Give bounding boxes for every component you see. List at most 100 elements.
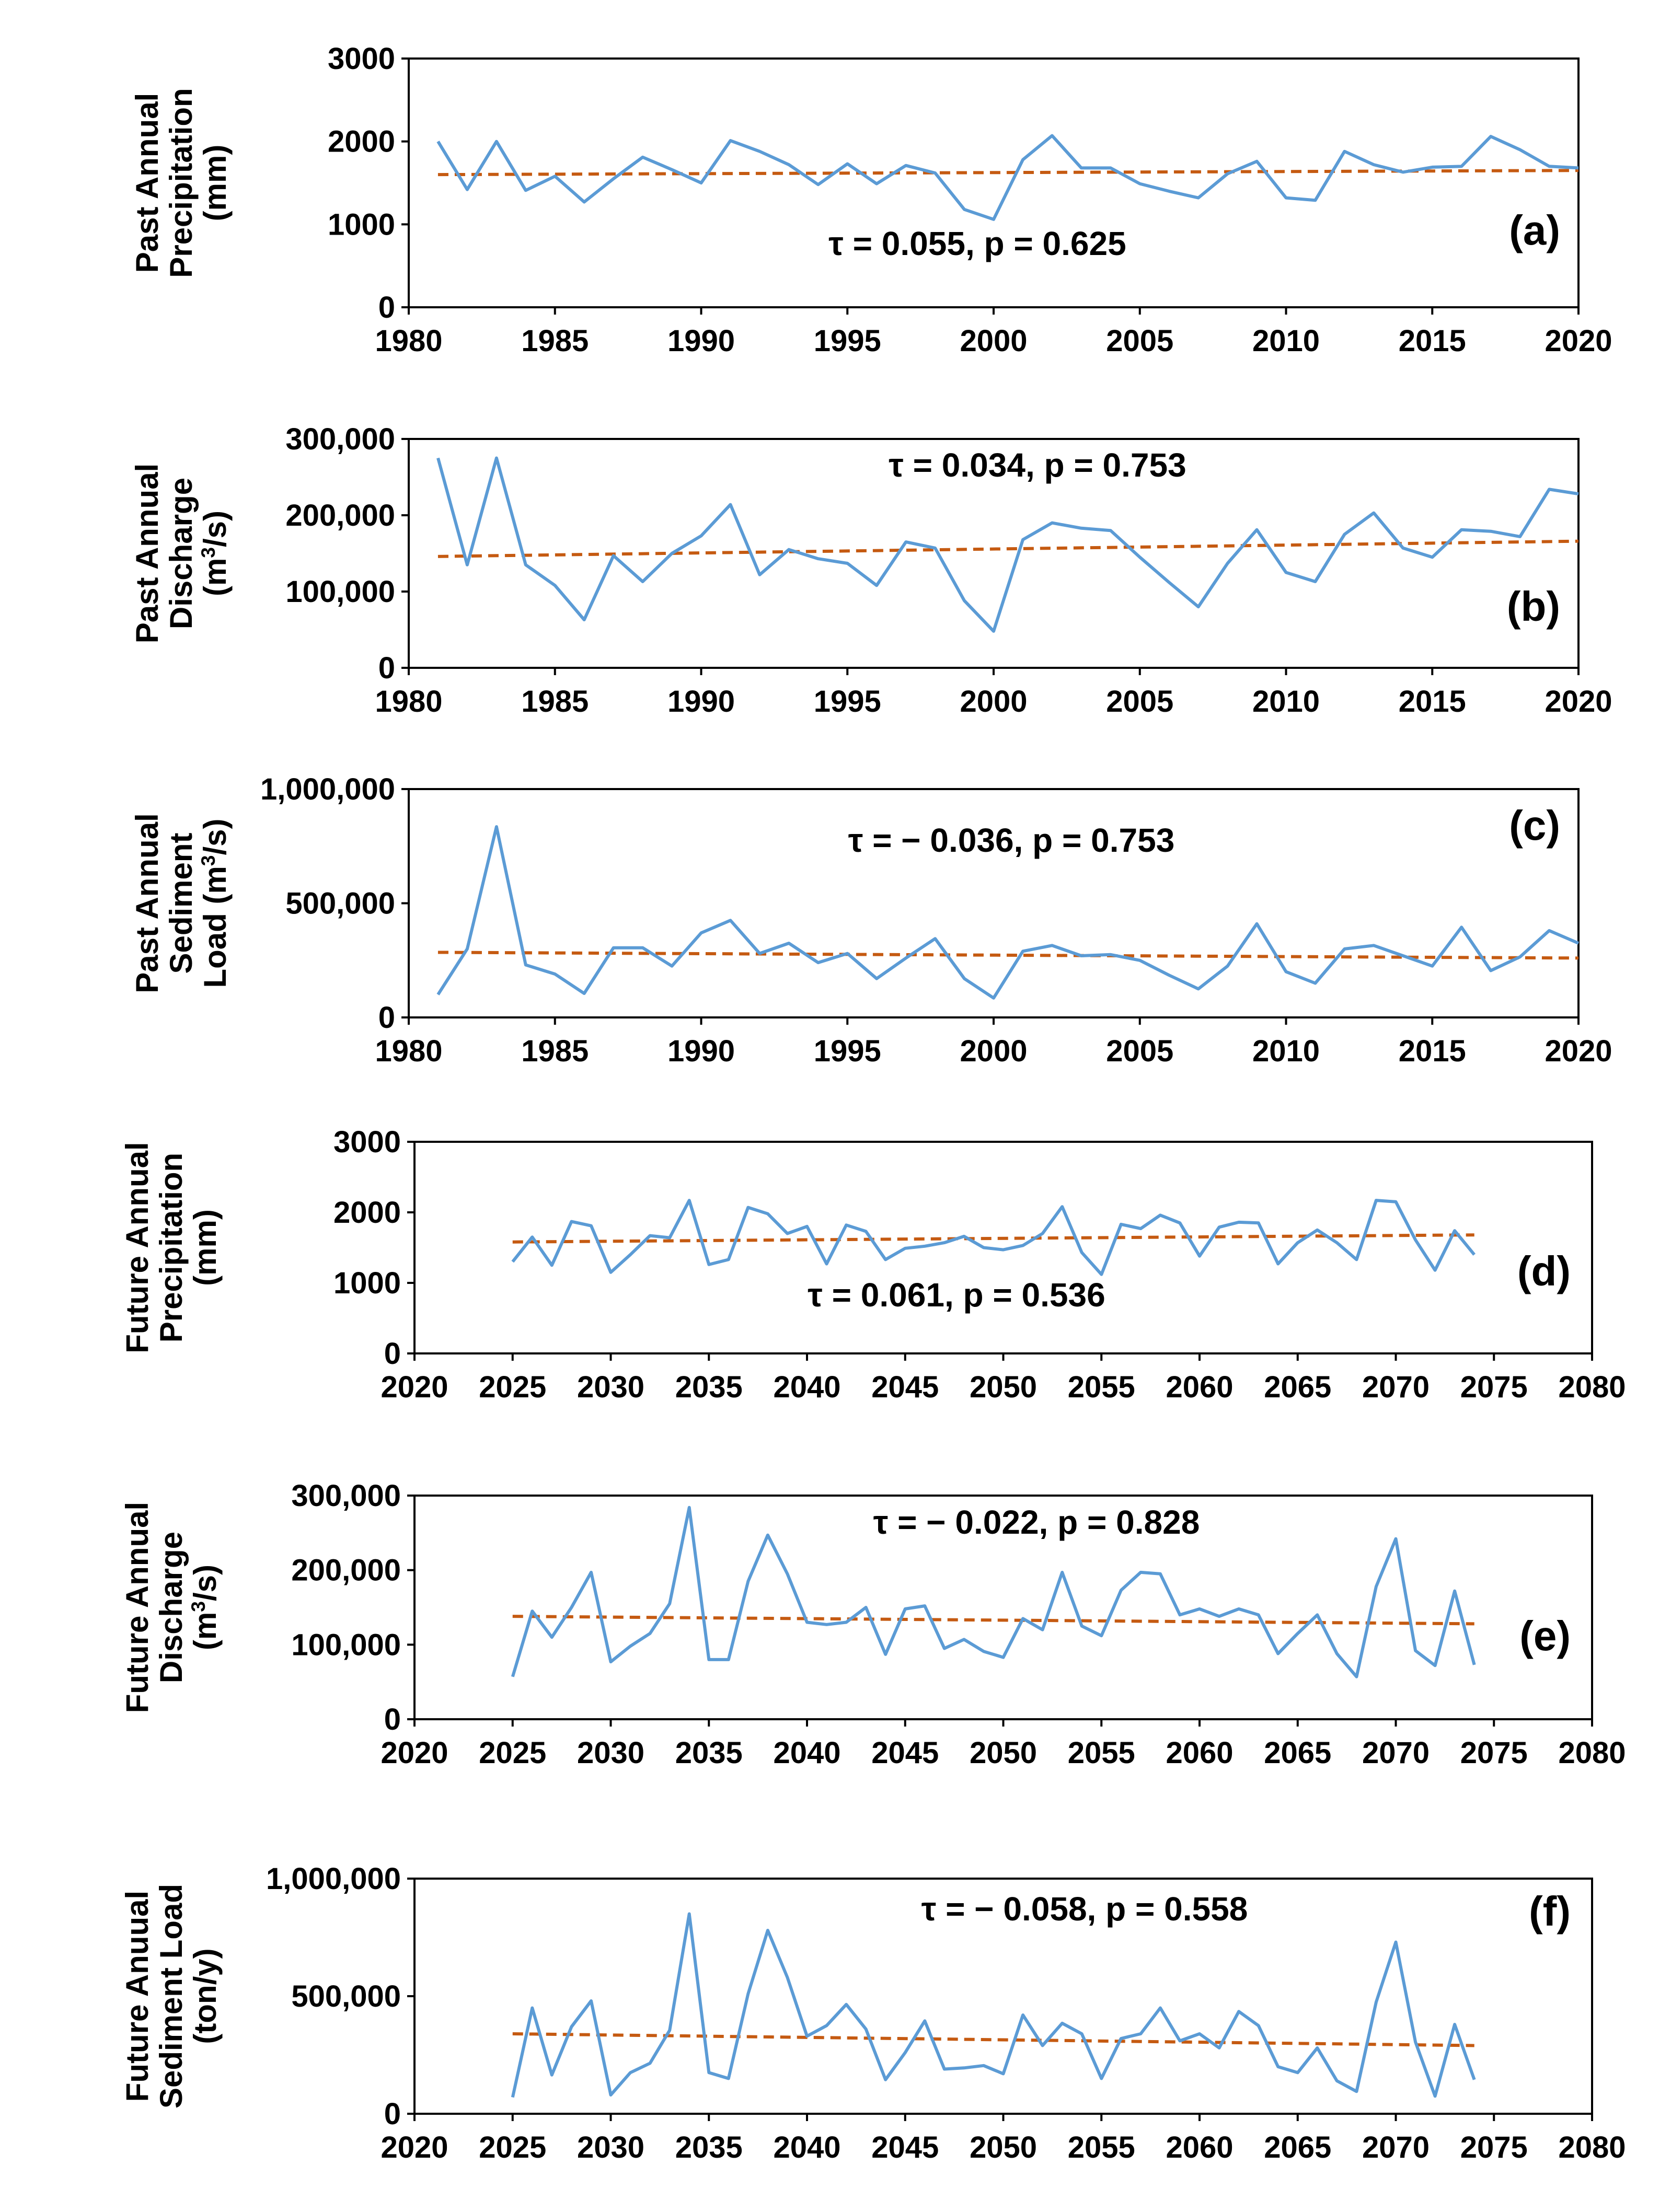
x-tick-label-c: 1995 xyxy=(814,1034,881,1068)
data-point-b xyxy=(1109,529,1112,532)
x-tick-label-f: 2025 xyxy=(479,2130,546,2164)
data-series-line-d xyxy=(511,1199,1476,1276)
data-point-e xyxy=(923,1604,926,1607)
data-point-d xyxy=(923,1245,926,1248)
data-point-a xyxy=(1109,166,1112,169)
data-point-b xyxy=(1197,605,1200,608)
data-point-d xyxy=(1237,1221,1240,1224)
data-point-e xyxy=(1375,1585,1378,1588)
data-point-e xyxy=(904,1607,907,1611)
x-tick-label-d: 2040 xyxy=(773,1370,840,1404)
y-axis-title-line-f: Future Anuual xyxy=(120,1891,155,2102)
data-point-f xyxy=(688,1913,691,1916)
data-point-b xyxy=(612,554,615,557)
data-point-d xyxy=(1218,1225,1221,1229)
y-tick-label-e: 200,000 xyxy=(291,1554,401,1588)
data-point-c xyxy=(700,931,703,934)
data-point-f xyxy=(825,2024,828,2027)
data-point-e xyxy=(1414,1649,1417,1652)
data-point-f xyxy=(609,2093,613,2097)
data-point-a xyxy=(1255,160,1259,163)
x-tick-label-a: 2010 xyxy=(1252,324,1320,358)
data-point-f xyxy=(1257,2024,1260,2027)
data-point-a xyxy=(1168,190,1171,193)
data-point-c xyxy=(1577,942,1580,945)
x-tick-label-b: 1985 xyxy=(521,685,589,719)
data-point-b xyxy=(787,548,790,551)
data-point-d xyxy=(1316,1229,1319,1232)
x-tick-label-e: 2040 xyxy=(773,1736,840,1770)
data-point-c xyxy=(1313,981,1317,985)
data-point-b xyxy=(671,552,674,555)
x-tick-label-e: 2025 xyxy=(479,1736,546,1770)
x-tick-label-f: 2030 xyxy=(577,2130,644,2164)
data-point-f xyxy=(805,2035,809,2038)
data-point-c xyxy=(787,942,790,945)
data-point-d xyxy=(746,1206,750,1209)
data-point-d xyxy=(649,1234,652,1237)
x-tick-label-e: 2020 xyxy=(381,1736,448,1770)
x-tick-label-d: 2035 xyxy=(675,1370,743,1404)
data-point-b xyxy=(1401,547,1404,550)
data-point-a xyxy=(1548,165,1551,168)
data-point-c xyxy=(1226,965,1229,968)
x-tick-label-f: 2055 xyxy=(1068,2130,1135,2164)
data-point-e xyxy=(786,1572,789,1576)
y-axis-title-line-b: Discharge xyxy=(164,478,199,629)
x-tick-label-e: 2080 xyxy=(1558,1736,1626,1770)
data-point-a xyxy=(1138,182,1142,186)
data-point-d xyxy=(1257,1221,1260,1224)
x-tick-label-a: 1995 xyxy=(814,324,881,358)
x-tick-label-c: 1985 xyxy=(521,1034,589,1068)
data-point-a xyxy=(612,177,615,180)
data-point-f xyxy=(884,2078,887,2081)
data-point-f xyxy=(1218,2046,1221,2049)
data-point-d xyxy=(1453,1229,1456,1232)
x-tick-label-b: 2010 xyxy=(1252,685,1320,719)
data-point-a xyxy=(816,183,820,186)
x-tick-label-f: 2065 xyxy=(1264,2130,1331,2164)
x-tick-label-d: 2020 xyxy=(381,1370,448,1404)
y-axis-title-line-f: (ton/y) xyxy=(188,1948,223,2044)
data-point-b xyxy=(1343,533,1346,536)
data-point-c xyxy=(1343,947,1346,951)
data-point-a xyxy=(787,163,790,166)
data-point-d xyxy=(570,1220,573,1223)
data-point-e xyxy=(805,1621,809,1624)
data-point-e xyxy=(1198,1607,1201,1611)
y-axis-title-line-c: Load (m3/s) xyxy=(197,818,233,988)
data-point-a xyxy=(1401,170,1404,173)
chart-panel-e: 0 100,000 200,000 300,000 2020 2025 2030 2035 20… xyxy=(120,1479,1626,1770)
data-point-b xyxy=(1255,528,1259,531)
data-point-b xyxy=(816,557,820,560)
data-point-e xyxy=(825,1623,828,1626)
data-point-e xyxy=(1218,1615,1221,1618)
y-tick-label-b: 300,000 xyxy=(285,422,395,456)
trend-line-e xyxy=(512,1615,1474,1626)
data-point-c xyxy=(1489,969,1492,972)
x-tick-label-f: 2050 xyxy=(970,2130,1037,2164)
data-point-d xyxy=(962,1235,965,1238)
data-point-d xyxy=(531,1235,534,1238)
data-point-b xyxy=(436,457,440,460)
data-point-e xyxy=(865,1606,868,1609)
data-point-d xyxy=(590,1224,593,1227)
data-point-d xyxy=(1139,1227,1142,1230)
y-axis-title-line-d: Precipitation xyxy=(154,1153,189,1342)
x-tick-label-e: 2035 xyxy=(675,1736,743,1770)
data-point-b xyxy=(875,584,878,587)
data-point-b xyxy=(758,573,761,576)
data-point-c xyxy=(466,947,469,951)
x-tick-label-c: 2000 xyxy=(960,1034,1027,1068)
data-point-f xyxy=(1414,2041,1417,2044)
data-point-c xyxy=(1372,944,1375,947)
data-point-d xyxy=(943,1241,946,1244)
data-point-a xyxy=(1051,134,1054,137)
data-point-d xyxy=(766,1212,769,1215)
y-axis-title-line-e: (m3/s) xyxy=(187,1565,223,1650)
data-point-d xyxy=(727,1258,730,1261)
data-point-e xyxy=(1473,1663,1476,1666)
data-point-e xyxy=(982,1650,985,1653)
trend-line-c xyxy=(437,951,1579,960)
data-point-f xyxy=(1316,2046,1319,2049)
